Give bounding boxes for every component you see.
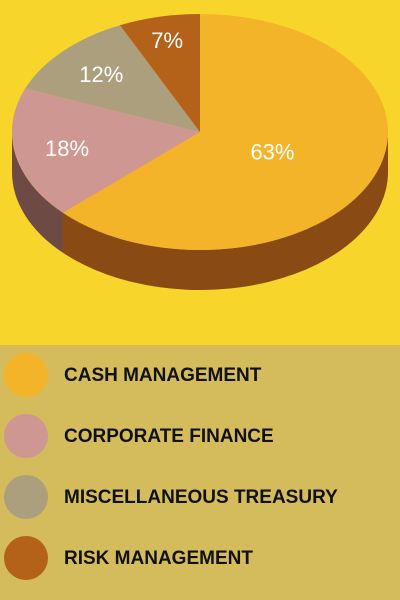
legend-label-cash-management: CASH MANAGEMENT	[64, 365, 262, 386]
legend: CASH MANAGEMENT CORPORATE FINANCE MISCEL…	[0, 345, 400, 600]
legend-label-miscellaneous-treasury: MISCELLANEOUS TREASURY	[64, 487, 338, 508]
pie-side-cash-management	[62, 132, 389, 290]
pie-slice-corporate-finance	[12, 88, 201, 213]
legend-swatch-risk-management	[4, 536, 48, 580]
legend-item-risk-management: RISK MANAGEMENT	[0, 527, 400, 587]
pie-slice-cash-management	[62, 14, 388, 251]
pie-label-corporate-finance: 18%	[45, 136, 89, 161]
chart-area: 63% 18% 12% 7%	[0, 0, 400, 345]
legend-swatch-corporate-finance	[4, 414, 48, 458]
pie-chart: 63% 18% 12% 7%	[11, 14, 389, 290]
pie-side-corporate-finance	[11, 132, 63, 253]
pie-label-miscellaneous-treasury: 12%	[79, 62, 123, 87]
pie-label-cash-management: 63%	[250, 140, 294, 165]
pie-slice-miscellaneous-treasury	[25, 25, 200, 132]
legend-swatch-cash-management	[4, 353, 48, 397]
legend-label-risk-management: RISK MANAGEMENT	[64, 548, 253, 569]
legend-item-corporate-finance: CORPORATE FINANCE	[0, 406, 400, 466]
pie-slice-risk-management	[119, 14, 200, 132]
legend-swatch-miscellaneous-treasury	[4, 475, 48, 519]
legend-label-corporate-finance: CORPORATE FINANCE	[64, 426, 274, 447]
pie-label-risk-management: 7%	[151, 28, 183, 53]
legend-item-miscellaneous-treasury: MISCELLANEOUS TREASURY	[0, 466, 400, 526]
legend-item-cash-management: CASH MANAGEMENT	[0, 345, 400, 405]
